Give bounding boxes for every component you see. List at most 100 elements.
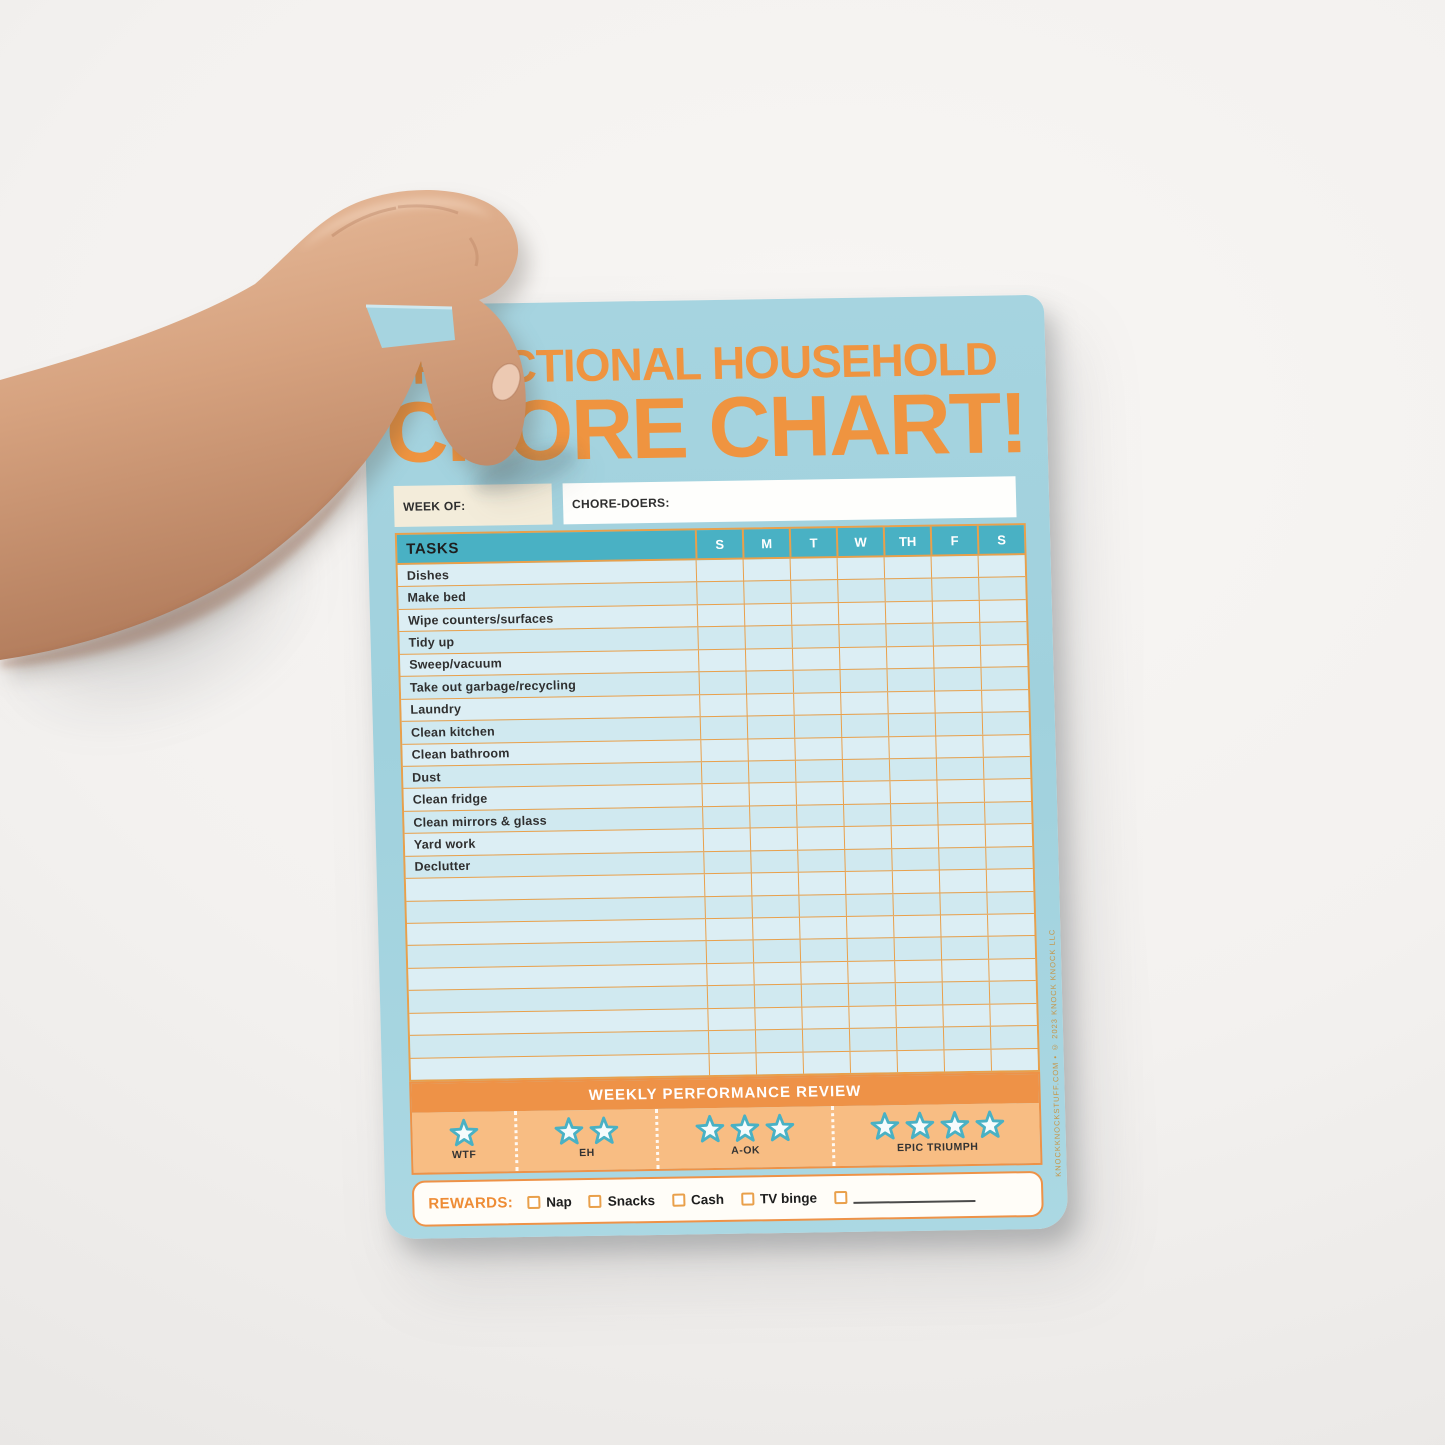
day-cell (742, 558, 791, 581)
day-header-cell: T (788, 528, 837, 557)
day-cell (885, 623, 933, 647)
day-cell (795, 782, 844, 805)
day-cell (884, 601, 933, 624)
day-cell (939, 892, 987, 915)
day-cell (702, 828, 751, 851)
day-cell (838, 624, 886, 647)
rating-label: EH (579, 1146, 595, 1160)
day-cell (840, 714, 889, 737)
star-icon (975, 1110, 1004, 1139)
star-icon (554, 1117, 584, 1145)
day-cell (745, 670, 794, 694)
day-cell (752, 940, 801, 963)
day-cell (798, 894, 846, 917)
day-cell (844, 871, 893, 894)
day-cell (933, 668, 982, 691)
hand-holding-pad (0, 189, 578, 668)
day-cell (700, 738, 748, 762)
chore-chart-pad: FUNCTIONAL HOUSEHOLD CHORE CHART! WEEK O… (361, 294, 1069, 1240)
day-cell (885, 646, 934, 669)
star-icon (730, 1114, 760, 1142)
day-cell (801, 1029, 850, 1052)
day-cell (985, 846, 1033, 869)
day-cell (697, 626, 745, 650)
reward-option: TV binge (740, 1190, 817, 1206)
pad-gap-between-fingers (366, 306, 455, 348)
day-cell (941, 959, 989, 982)
day-cell (886, 668, 935, 691)
copyright-vertical-text: KNOCKKNOCKSTUFF.COM • © 2023 KNOCK KNOCK… (1047, 928, 1063, 1177)
day-cell (984, 824, 1033, 847)
day-cell (703, 851, 751, 874)
day-cell (755, 1052, 804, 1075)
day-cell (939, 914, 988, 937)
day-cell (702, 806, 750, 829)
day-cell (979, 622, 1027, 645)
day-cell (704, 918, 753, 941)
day-cell (896, 1050, 945, 1073)
rating-label: A-OK (731, 1144, 761, 1157)
day-cell (932, 623, 980, 646)
day-cell (935, 735, 983, 758)
knuckle-crease (331, 206, 397, 238)
star-row (448, 1117, 480, 1148)
day-cell (841, 759, 890, 782)
day-cell (938, 847, 986, 870)
day-cell (842, 781, 890, 804)
day-cell (981, 689, 1029, 712)
day-cell (793, 692, 841, 715)
day-header-cell: S (694, 529, 743, 559)
reward-option: Nap (527, 1194, 572, 1210)
star-icon (940, 1111, 969, 1139)
day-cell (938, 869, 987, 893)
day-cell (696, 604, 745, 627)
day-cell (800, 961, 848, 984)
day-cell (802, 1051, 851, 1074)
day-cell (796, 827, 845, 850)
task-label (411, 1054, 710, 1080)
day-cell (749, 805, 797, 828)
finger-crease (468, 237, 479, 267)
day-cell (989, 1026, 1038, 1049)
day-cell (797, 849, 845, 872)
day-cell (888, 736, 936, 759)
day-cell (746, 693, 794, 716)
day-cell (800, 984, 849, 1007)
day-cell (887, 691, 935, 714)
day-cell (942, 1004, 990, 1027)
rewards-bar: REWARDS: Nap Snacks Cash TV binge (411, 1170, 1044, 1227)
day-cell (937, 825, 986, 848)
reward-option-label: Snacks (607, 1192, 656, 1209)
day-cell (843, 826, 892, 849)
day-cell (931, 578, 979, 601)
day-cell (977, 555, 1026, 578)
day-cell (790, 602, 839, 626)
day-cell (789, 558, 838, 581)
day-cell (891, 848, 939, 871)
checkbox-icon (671, 1193, 686, 1207)
day-cell (845, 916, 894, 939)
chore-doers-field: CHORE-DOERS: (562, 476, 1017, 525)
day-cell (981, 712, 1030, 735)
day-cell (930, 555, 979, 579)
day-cell (744, 648, 793, 671)
day-cell (754, 1007, 802, 1030)
day-cell (704, 896, 752, 919)
day-cell (707, 1030, 756, 1053)
day-cell (894, 960, 942, 983)
day-cell (743, 603, 792, 626)
reward-option: Cash (671, 1191, 724, 1207)
write-in-line (852, 1188, 976, 1204)
day-cell (750, 850, 798, 873)
day-cell (986, 891, 1034, 914)
day-cell (943, 1049, 992, 1072)
day-cell (753, 962, 801, 985)
day-cell (696, 581, 744, 605)
day-cell (837, 602, 886, 625)
day-cell (796, 804, 844, 827)
checkbox-icon (527, 1195, 541, 1209)
day-cell (849, 1050, 898, 1073)
day-cell (837, 579, 885, 602)
day-header-cell: TH (882, 526, 931, 556)
day-cell (848, 1028, 897, 1051)
